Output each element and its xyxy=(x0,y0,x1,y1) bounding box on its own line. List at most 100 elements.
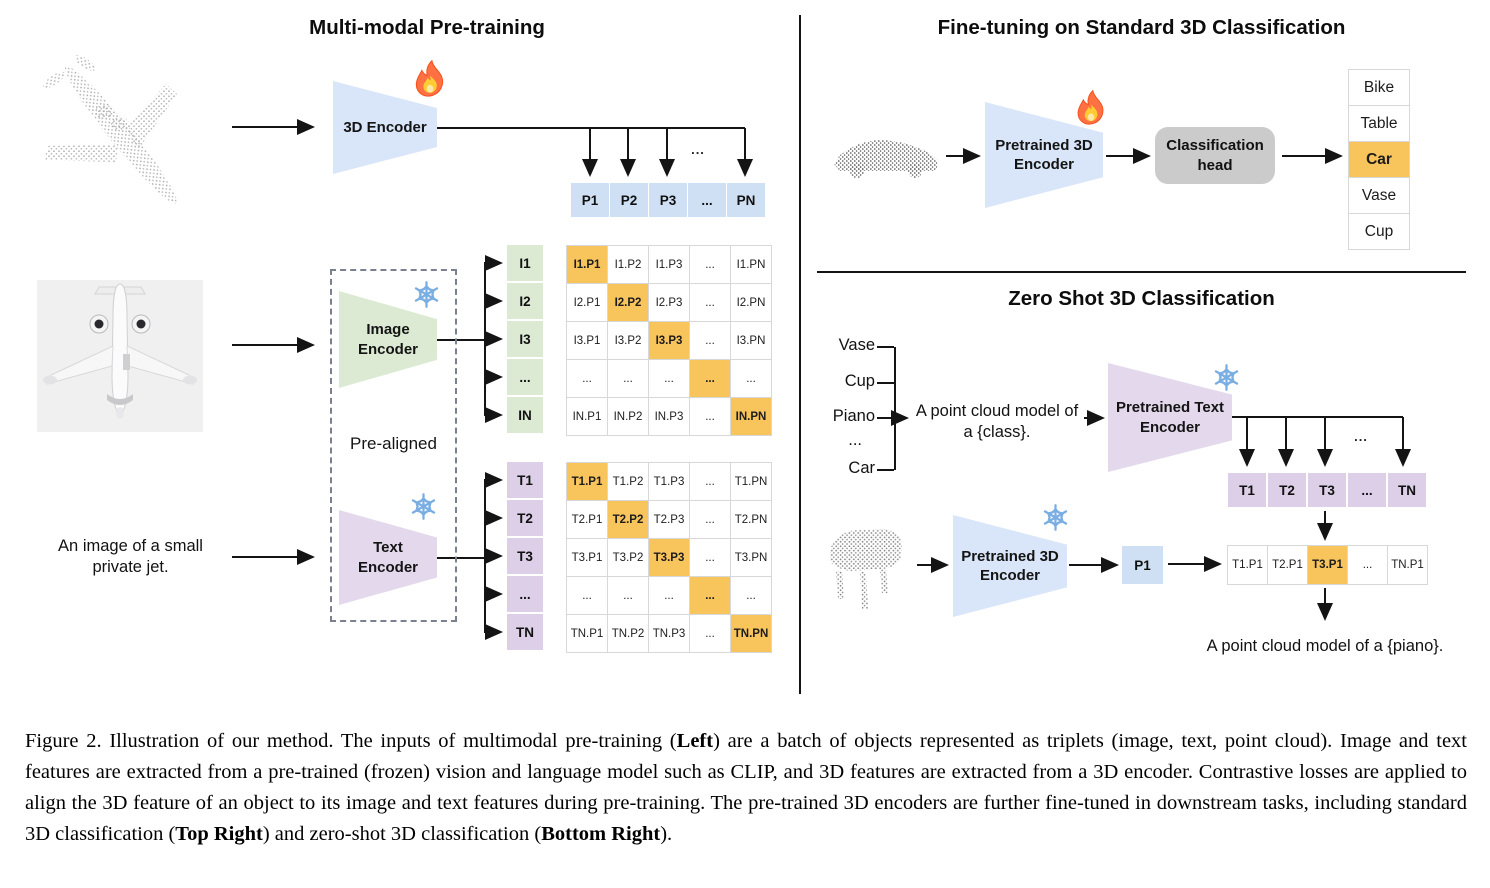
image-point-similarity-matrix: I1.P1 I1.P2 I1.P3 ... I1.PN I2.P1 I2.P2 … xyxy=(566,245,772,436)
fire-icon xyxy=(1077,90,1104,125)
matrix-cell: I1.P2 xyxy=(608,246,648,283)
matrix-cell: I3.P2 xyxy=(608,322,648,359)
matrix-cell: ... xyxy=(690,284,730,321)
airplane-point-cloud xyxy=(43,55,178,204)
image-encoder-label: Image Encoder xyxy=(357,321,418,358)
classification-head-label: Classification head xyxy=(1166,137,1264,174)
piano-point-cloud xyxy=(830,529,902,609)
class-item-highlighted: Car xyxy=(1349,142,1409,177)
class-item: Vase xyxy=(1349,178,1409,213)
image-feature-column: I1 I2 I3 ... IN xyxy=(507,245,543,433)
matrix-cell: I1.PN xyxy=(731,246,771,283)
matrix-cell: T3.P1 xyxy=(567,539,607,576)
t-cell: T3 xyxy=(1308,473,1346,507)
caption-segment: ). xyxy=(660,823,673,845)
caption-segment-bold: Top Right xyxy=(175,823,263,845)
t-cell: T2 xyxy=(507,500,543,536)
car-point-cloud xyxy=(834,140,938,178)
matrix-cell: T1.PN xyxy=(731,463,771,500)
prompt-text: A point cloud model of a {class}. xyxy=(915,402,1079,441)
sim-cell: T2.P1 xyxy=(1268,546,1307,584)
matrix-cell: ... xyxy=(731,360,771,397)
ellipsis-t-drops: ... xyxy=(1354,429,1368,444)
figure-caption: Figure 2. Illustration of our method. Th… xyxy=(25,726,1467,850)
i-cell: IN xyxy=(507,397,543,433)
p-cell: ... xyxy=(688,183,726,217)
matrix-cell: T2.P2 xyxy=(608,501,648,538)
matrix-cell: I1.P1 xyxy=(567,246,607,283)
i-cell: I2 xyxy=(507,283,543,319)
snowflake-icon xyxy=(1212,363,1241,392)
p-cell: PN xyxy=(727,183,765,217)
t-cell: TN xyxy=(507,614,543,650)
caption-segment: ) and zero-shot 3D classification ( xyxy=(262,823,542,845)
matrix-cell: I2.PN xyxy=(731,284,771,321)
t-cell: T2 xyxy=(1268,473,1306,507)
text-point-similarity-matrix: T1.P1 T1.P2 T1.P3 ... T1.PN T2.P1 T2.P2 … xyxy=(566,462,772,653)
caption-segment: ) are a batch of objects represented as … xyxy=(25,730,1467,845)
matrix-cell: ... xyxy=(690,246,730,283)
p1-feature-box: P1 xyxy=(1122,546,1163,584)
text-feature-column: T1 T2 T3 ... TN xyxy=(507,462,543,650)
classification-head: Classification head xyxy=(1155,127,1275,184)
similarity-row: T1.P1 T2.P1 T3.P1 ... TN.P1 xyxy=(1227,545,1428,585)
matrix-cell: ... xyxy=(649,360,689,397)
matrix-cell: I2.P1 xyxy=(567,284,607,321)
matrix-cell: I2.P3 xyxy=(649,284,689,321)
matrix-cell: T2.P3 xyxy=(649,501,689,538)
pretrained-3d-encoder-zeroshot-label: Pretrained 3D Encoder xyxy=(961,547,1059,585)
matrix-cell: T1.P1 xyxy=(567,463,607,500)
matrix-cell: ... xyxy=(731,577,771,614)
t-cell: ... xyxy=(1348,473,1386,507)
matrix-cell: ... xyxy=(649,577,689,614)
pretrained-text-encoder-label: Pretrained Text Encoder xyxy=(1115,399,1225,436)
matrix-cell: ... xyxy=(567,360,607,397)
class-word-vase: Vase xyxy=(838,336,875,354)
right-top-title: Fine-tuning on Standard 3D Classificatio… xyxy=(937,16,1346,39)
jet-photo xyxy=(37,280,203,432)
matrix-cell: ... xyxy=(690,615,730,652)
matrix-cell: T1.P2 xyxy=(608,463,648,500)
ellipsis-p-drops: ... xyxy=(691,142,705,157)
zero-shot-t-row: T1 T2 T3 ... TN xyxy=(1228,473,1426,507)
pre-aligned-label: Pre-aligned xyxy=(350,434,437,453)
matrix-cell: ... xyxy=(608,360,648,397)
p-feature-row: P1 P2 P3 ... PN xyxy=(571,183,765,217)
text-encoder-label: Text Encoder xyxy=(357,539,418,576)
caption-segment-bold: Bottom Right xyxy=(541,823,661,845)
matrix-cell: I3.P1 xyxy=(567,322,607,359)
t-cell: TN xyxy=(1388,473,1426,507)
matrix-cell: ... xyxy=(690,322,730,359)
class-item: Bike xyxy=(1349,70,1409,105)
class-item: Table xyxy=(1349,106,1409,141)
matrix-cell: ... xyxy=(690,501,730,538)
matrix-cell: T3.PN xyxy=(731,539,771,576)
matrix-cell: T1.P3 xyxy=(649,463,689,500)
3d-encoder-label: 3D Encoder xyxy=(343,118,427,136)
matrix-cell: TN.PN xyxy=(731,615,771,652)
i-cell: I3 xyxy=(507,321,543,357)
jet-text-caption: An image of a small private jet. xyxy=(58,537,203,576)
class-item: Cup xyxy=(1349,214,1409,249)
matrix-cell: IN.PN xyxy=(731,398,771,435)
p-cell: P1 xyxy=(571,183,609,217)
matrix-cell: T3.P2 xyxy=(608,539,648,576)
fire-icon xyxy=(415,60,444,97)
caption-segment: Figure 2. Illustration of our method. Th… xyxy=(25,730,677,752)
class-word-ellipsis: ... xyxy=(848,431,862,449)
i-cell: I1 xyxy=(507,245,543,281)
snowflake-icon xyxy=(412,280,441,309)
right-bottom-title: Zero Shot 3D Classification xyxy=(1008,287,1275,310)
matrix-cell: TN.P2 xyxy=(608,615,648,652)
sim-cell-highlighted: T3.P1 xyxy=(1308,546,1347,584)
result-prompt-text: A point cloud model of a {piano}. xyxy=(1206,637,1444,655)
class-word-car: Car xyxy=(848,459,875,477)
pretrained-3d-encoder-label: Pretrained 3D Encoder xyxy=(995,136,1093,174)
sim-cell: TN.P1 xyxy=(1388,546,1427,584)
matrix-cell: TN.P3 xyxy=(649,615,689,652)
snowflake-icon xyxy=(1041,503,1070,532)
matrix-cell: IN.P3 xyxy=(649,398,689,435)
matrix-cell: I1.P3 xyxy=(649,246,689,283)
matrix-cell: ... xyxy=(690,398,730,435)
